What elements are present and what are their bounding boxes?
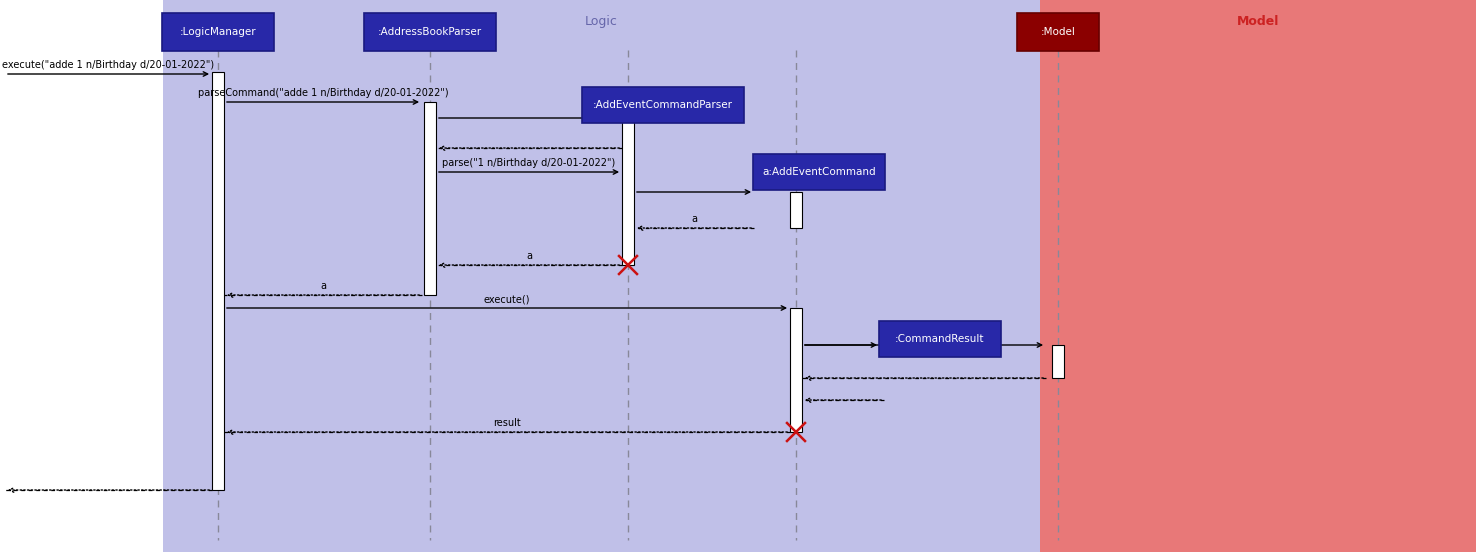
Text: a: a	[320, 281, 326, 291]
FancyBboxPatch shape	[582, 87, 744, 123]
Text: :AddEventCommandParser: :AddEventCommandParser	[593, 100, 734, 110]
Bar	[162, 0, 1041, 552]
Text: :Model: :Model	[1041, 27, 1076, 37]
Bar	[621, 118, 635, 265]
Text: Logic: Logic	[584, 15, 618, 28]
Text: parse("1 n/Birthday d/20-01-2022"): parse("1 n/Birthday d/20-01-2022")	[443, 158, 615, 168]
Text: execute(): execute()	[484, 294, 530, 304]
Text: Model: Model	[1237, 15, 1280, 28]
Text: a:AddEventCommand: a:AddEventCommand	[762, 167, 875, 177]
Text: a: a	[525, 251, 531, 261]
Bar	[213, 72, 224, 490]
Text: a: a	[691, 214, 697, 224]
Bar	[424, 102, 435, 295]
Text: setPatient(args): setPatient(args)	[886, 331, 962, 341]
Bar	[1052, 345, 1064, 378]
FancyBboxPatch shape	[753, 154, 886, 190]
FancyBboxPatch shape	[1017, 13, 1100, 51]
FancyBboxPatch shape	[880, 321, 1001, 357]
Bar	[1041, 0, 1476, 552]
Bar	[790, 192, 801, 228]
FancyBboxPatch shape	[162, 13, 275, 51]
Text: :AddressBookParser: :AddressBookParser	[378, 27, 483, 37]
Text: parseCommand("adde 1 n/Birthday d/20-01-2022"): parseCommand("adde 1 n/Birthday d/20-01-…	[198, 88, 449, 98]
FancyBboxPatch shape	[365, 13, 496, 51]
Text: :LogicManager: :LogicManager	[180, 27, 257, 37]
Text: result: result	[493, 418, 521, 428]
Text: execute("adde 1 n/Birthday d/20-01-2022"): execute("adde 1 n/Birthday d/20-01-2022"…	[3, 60, 214, 70]
Text: :CommandResult: :CommandResult	[896, 334, 984, 344]
Bar	[790, 308, 801, 432]
